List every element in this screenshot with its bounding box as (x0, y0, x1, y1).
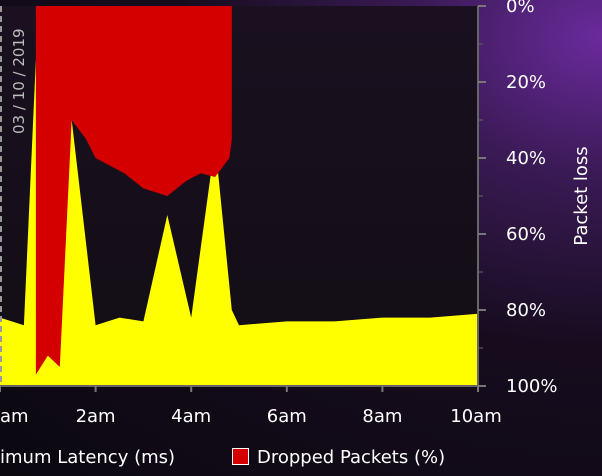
right-tick-label: 0% (506, 0, 535, 17)
legend-latency-label: imum Latency (ms) (0, 447, 176, 468)
x-tick-label: 6am (267, 406, 307, 427)
legend-item-latency: imum Latency (ms) (0, 444, 175, 472)
right-tick-label: 60% (506, 224, 546, 245)
right-axis-label: Packet loss (571, 146, 592, 245)
legend-dropped-swatch (232, 448, 249, 465)
right-tick-label: 100% (506, 376, 557, 397)
right-tick-label: 80% (506, 300, 546, 321)
series-dropped-packets (35, 6, 232, 375)
x-tick-label: 8am (362, 406, 402, 427)
x-tick-label: am (0, 406, 29, 427)
legend-item-dropped: Dropped Packets (%) (232, 444, 445, 472)
right-tick-label: 40% (506, 148, 546, 169)
x-tick-label: 2am (76, 406, 116, 427)
x-tick-label: 4am (171, 406, 211, 427)
x-tick-label: 10am (450, 406, 501, 427)
right-tick-label: 20% (506, 72, 546, 93)
legend-dropped-label: Dropped Packets (%) (257, 447, 446, 468)
date-label: 03 / 10 / 2019 (10, 28, 28, 134)
